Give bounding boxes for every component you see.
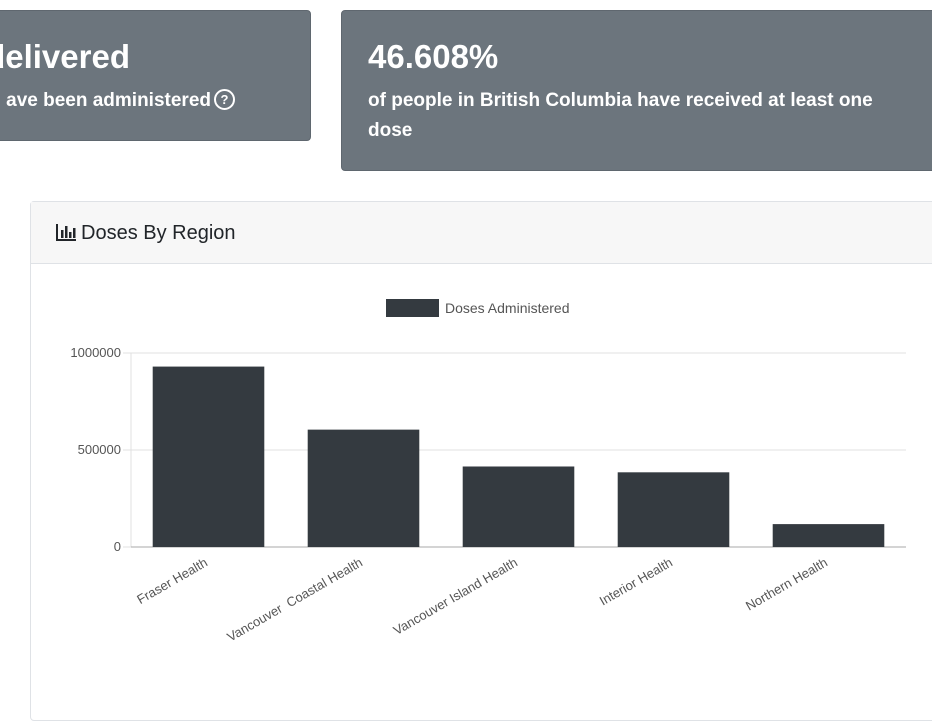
bar-2 bbox=[307, 429, 420, 547]
percent-received-caption: of people in British Columbia have recei… bbox=[368, 90, 873, 141]
y-tick-label: 1000000 bbox=[70, 345, 121, 360]
doses-by-region-card: Doses By Region Doses Administered 100000… bbox=[30, 201, 932, 721]
x-tick-label: Vancouver Coastal Health bbox=[224, 555, 365, 645]
doses-administered-caption-text: ave been administered bbox=[6, 90, 211, 111]
y-tick-label: 500000 bbox=[78, 442, 121, 457]
x-tick-label: Northern Health bbox=[743, 555, 830, 614]
doses-delivered-value: delivered bbox=[0, 38, 130, 75]
bar-5 bbox=[772, 524, 885, 547]
x-tick-label: Vancouver Island Health bbox=[391, 555, 520, 638]
y-tick-label: 0 bbox=[114, 539, 121, 554]
percent-received-value: 46.608% bbox=[368, 38, 499, 75]
chart-card-header: Doses By Region bbox=[31, 202, 932, 264]
chart-card-title: Doses By Region bbox=[81, 222, 236, 244]
bar-1 bbox=[152, 366, 265, 547]
bar-4 bbox=[617, 472, 730, 547]
doses-administered-caption: ave been administered? bbox=[6, 86, 235, 116]
percent-received-card: 46.608% of people in British Columbia ha… bbox=[341, 10, 932, 171]
legend-swatch bbox=[386, 299, 439, 317]
x-tick-label: Interior Health bbox=[597, 555, 675, 609]
x-tick-label: Fraser Health bbox=[134, 555, 210, 607]
question-circle-icon[interactable]: ? bbox=[214, 89, 235, 110]
doses-bar-chart: Doses Administered 1000000 500000 0 Fraser H… bbox=[70, 299, 906, 645]
doses-delivered-card: delivered ave been administered? bbox=[0, 10, 311, 141]
bar-chart-icon bbox=[56, 224, 76, 241]
bar-3 bbox=[462, 466, 575, 547]
legend-label: Doses Administered bbox=[445, 300, 570, 316]
